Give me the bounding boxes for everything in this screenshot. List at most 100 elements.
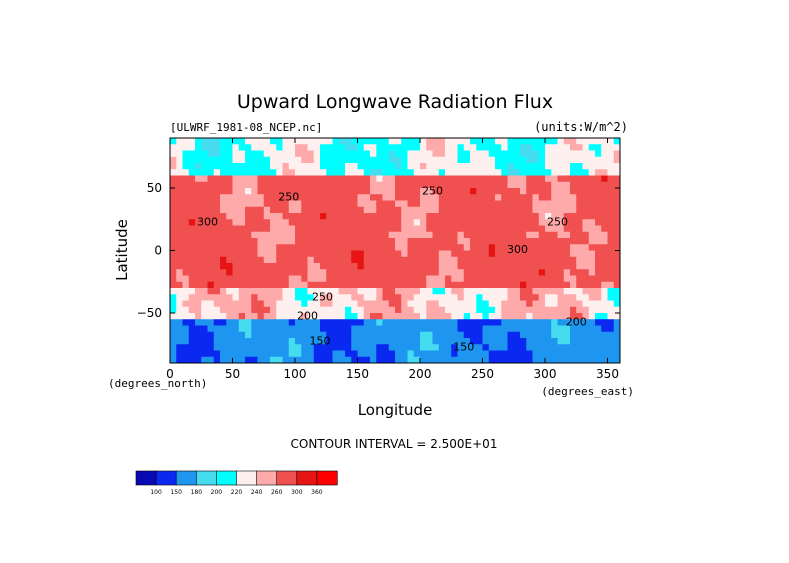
heatmap-cell <box>307 194 315 201</box>
heatmap-cell <box>445 263 452 270</box>
heatmap-cell <box>607 219 615 226</box>
heatmap-cell <box>495 206 502 214</box>
heatmap-cell <box>470 169 477 176</box>
heatmap-cell <box>420 225 427 233</box>
heatmap-cell <box>332 250 340 258</box>
heatmap-cell <box>226 338 233 345</box>
heatmap-cell <box>488 256 496 264</box>
heatmap-cell <box>188 331 196 339</box>
heatmap-cell <box>420 350 427 358</box>
heatmap-cell <box>363 175 371 183</box>
heatmap-cell <box>257 200 265 208</box>
heatmap-cell <box>313 150 321 158</box>
heatmap-cell <box>557 181 565 189</box>
heatmap-cell <box>338 238 346 245</box>
heatmap-cell <box>182 181 190 189</box>
heatmap-cell <box>576 200 583 208</box>
heatmap-cell <box>245 319 252 326</box>
heatmap-cell <box>301 294 308 301</box>
heatmap-cell <box>207 288 215 295</box>
heatmap-cell <box>476 263 483 270</box>
heatmap-cell <box>251 331 258 339</box>
heatmap-cell <box>463 138 471 145</box>
heatmap-cell <box>363 275 371 283</box>
heatmap-cell <box>282 206 290 214</box>
heatmap-cell <box>332 188 340 195</box>
heatmap-cell <box>201 231 208 239</box>
heatmap-cell <box>326 294 333 301</box>
heatmap-cell <box>376 300 383 308</box>
heatmap-cell <box>588 244 596 251</box>
heatmap-cell <box>376 331 383 339</box>
heatmap-cell <box>426 225 433 233</box>
heatmap-cell <box>251 144 258 151</box>
heatmap-cell <box>513 344 521 351</box>
heatmap-cell <box>232 244 240 251</box>
heatmap-cell <box>182 188 190 195</box>
heatmap-cell <box>170 144 177 151</box>
heatmap-cell <box>557 281 565 289</box>
heatmap-cell <box>326 250 333 258</box>
heatmap-cell <box>345 344 352 351</box>
heatmap-cell <box>538 344 546 351</box>
heatmap-cell <box>288 163 296 170</box>
heatmap-cell <box>470 238 477 245</box>
heatmap-cell <box>501 325 508 333</box>
heatmap-cell <box>613 225 621 233</box>
heatmap-cell <box>470 225 477 233</box>
heatmap-cell <box>588 163 596 170</box>
heatmap-cell <box>501 244 508 251</box>
heatmap-cell <box>601 331 608 339</box>
heatmap-cell <box>445 281 452 289</box>
heatmap-cell <box>213 213 221 220</box>
colorbar-tick-label: 220 <box>231 489 243 496</box>
heatmap-cell <box>270 319 277 326</box>
heatmap-cell <box>207 325 215 333</box>
heatmap-cell <box>363 181 371 189</box>
heatmap-cell <box>495 181 502 189</box>
heatmap-cell <box>195 256 202 264</box>
heatmap-cell <box>413 188 421 195</box>
heatmap-cell <box>220 281 227 289</box>
heatmap-cell <box>201 238 208 245</box>
heatmap-cell <box>520 200 527 208</box>
heatmap-cell <box>488 200 496 208</box>
heatmap-cell <box>488 350 496 358</box>
heatmap-cell <box>445 181 452 189</box>
heatmap-cell <box>270 138 277 145</box>
heatmap-cell <box>513 231 521 239</box>
heatmap-cell <box>195 156 202 164</box>
heatmap-cell <box>351 200 358 208</box>
heatmap-cell <box>607 163 615 170</box>
heatmap-cell <box>438 325 446 333</box>
heatmap-cell <box>207 213 215 220</box>
heatmap-cell <box>301 231 308 239</box>
heatmap-cell <box>195 244 202 251</box>
heatmap-cell <box>226 206 233 214</box>
heatmap-cell <box>545 231 552 239</box>
heatmap-cell <box>420 163 427 170</box>
heatmap-cell <box>295 144 302 151</box>
heatmap-cell <box>220 206 227 214</box>
heatmap-cell <box>532 331 540 339</box>
heatmap-cell <box>495 331 502 339</box>
heatmap-cell <box>613 356 621 364</box>
heatmap-cell <box>270 300 277 308</box>
heatmap-cell <box>188 231 196 239</box>
heatmap-cell <box>338 338 346 345</box>
heatmap-cell <box>607 269 615 276</box>
heatmap-cell <box>276 250 283 258</box>
heatmap-cell <box>426 138 433 145</box>
heatmap-cell <box>176 238 183 245</box>
heatmap-cell <box>613 344 621 351</box>
heatmap-cell <box>363 194 371 201</box>
heatmap-cell <box>201 169 208 176</box>
heatmap-cell <box>245 263 252 270</box>
heatmap-cell <box>257 169 265 176</box>
heatmap-cell <box>588 213 596 220</box>
heatmap-cell <box>301 144 308 151</box>
heatmap-cell <box>451 250 458 258</box>
heatmap-cell <box>607 325 615 333</box>
heatmap-cell <box>370 231 377 239</box>
heatmap-cell <box>276 175 283 183</box>
